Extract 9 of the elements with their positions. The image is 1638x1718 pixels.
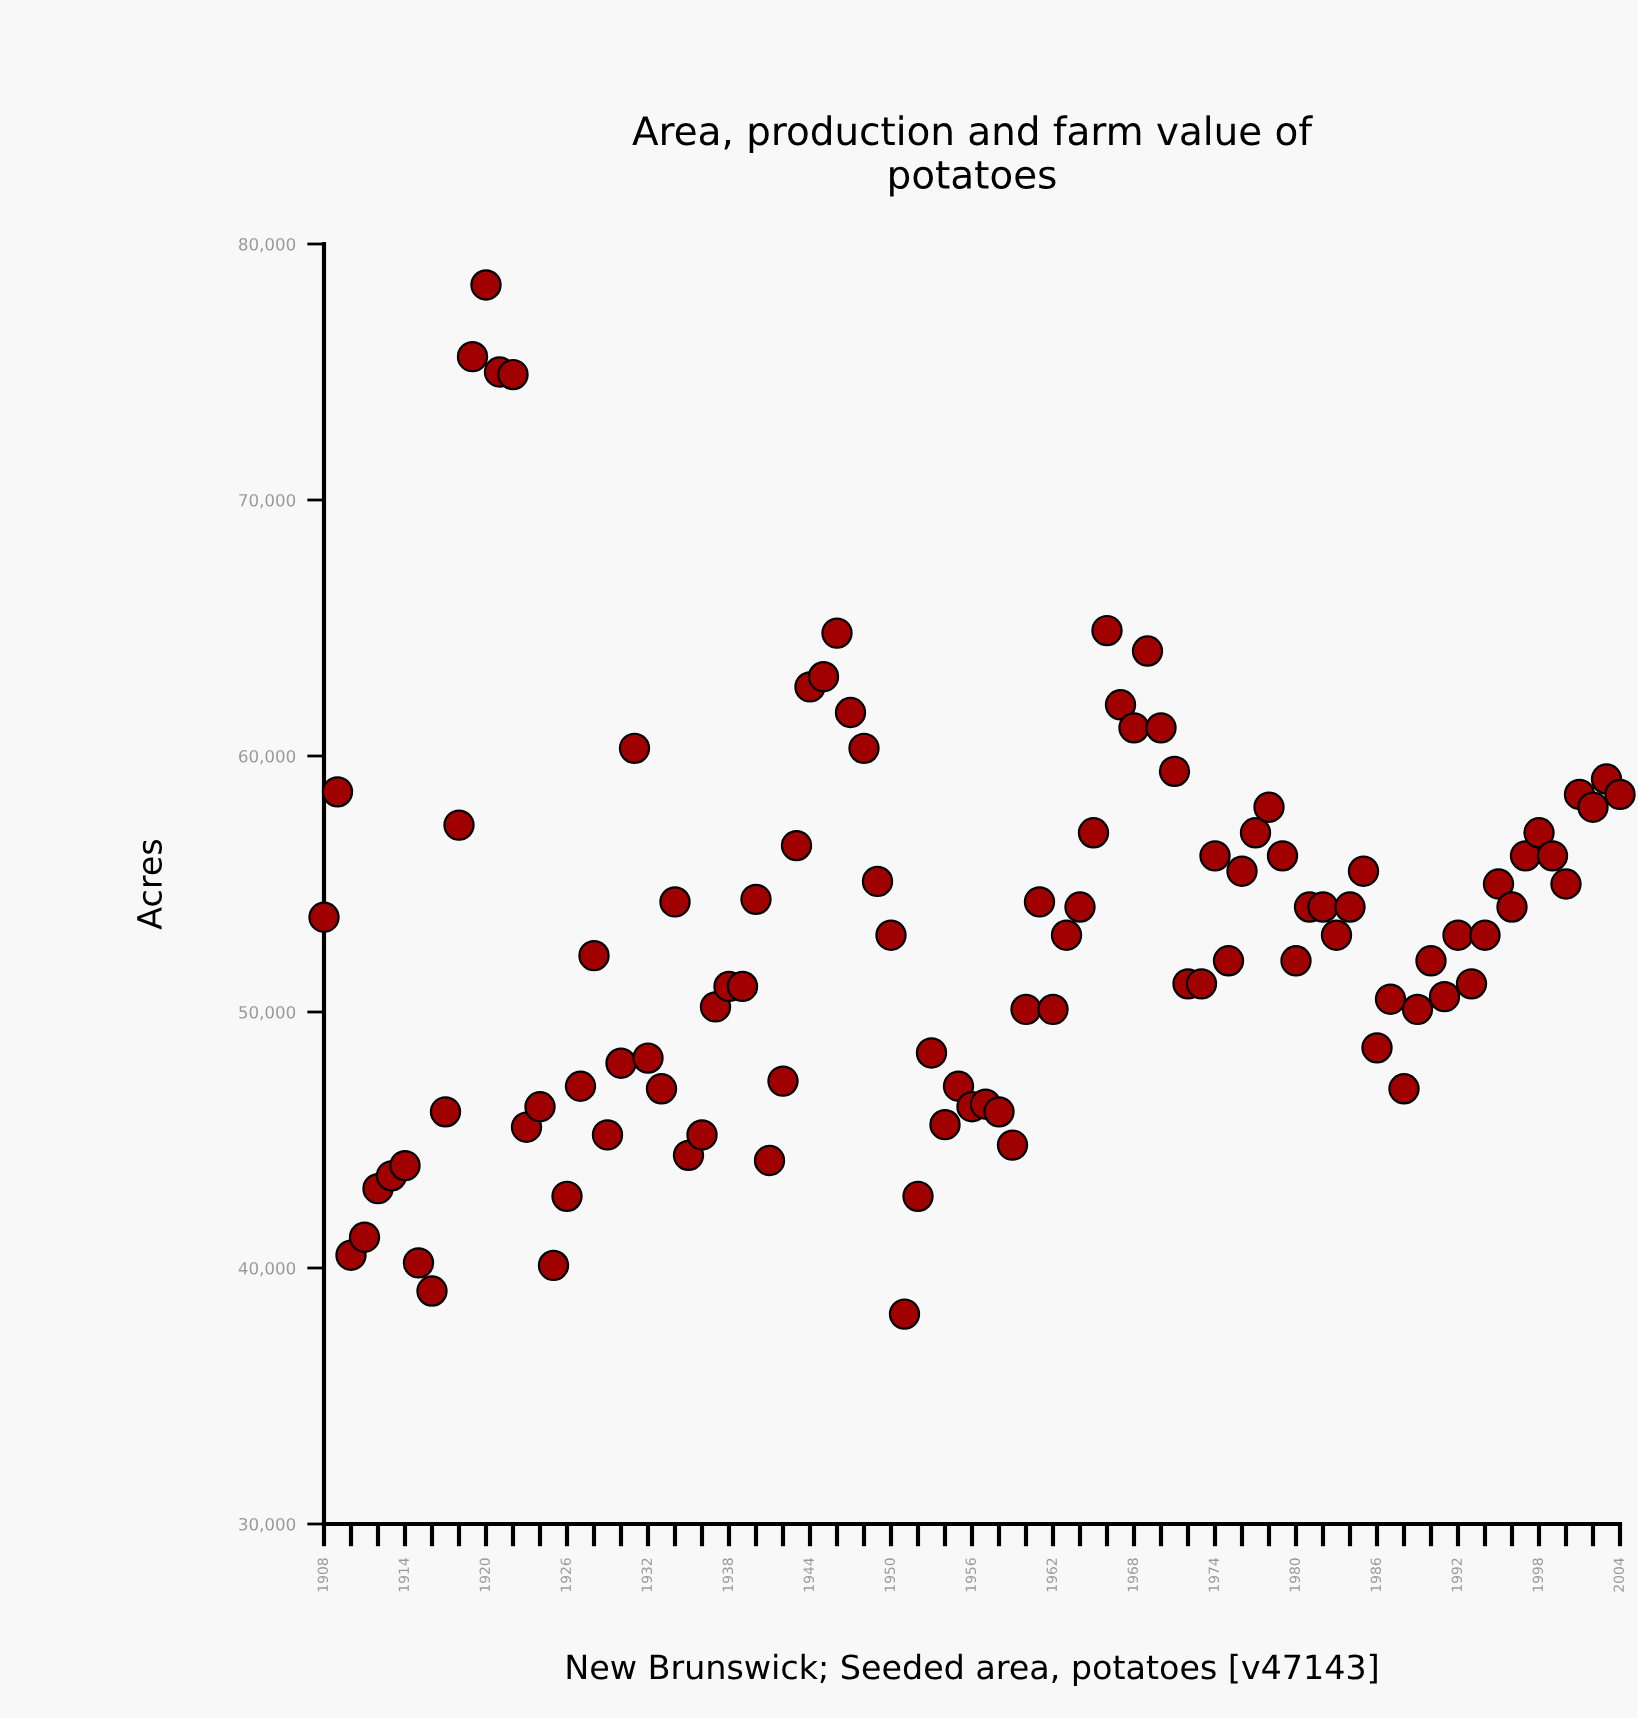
y-axis-title: Acres bbox=[137, 839, 162, 930]
y-tick-label: 80,000 bbox=[239, 237, 296, 253]
chart-title: Area, production and farm value of potatoes bbox=[632, 115, 1313, 197]
y-tick-label: 60,000 bbox=[239, 749, 296, 765]
y-tick-label: 70,000 bbox=[239, 493, 296, 509]
x-axis-title: New Brunswick; Seeded area, potatoes [v47143] bbox=[567, 1653, 1377, 1687]
y-tick-label: 40,000 bbox=[238, 1261, 296, 1277]
y-tick-label: 30,000 bbox=[239, 1517, 296, 1533]
y-tick-label: 50,000 bbox=[239, 1005, 296, 1021]
